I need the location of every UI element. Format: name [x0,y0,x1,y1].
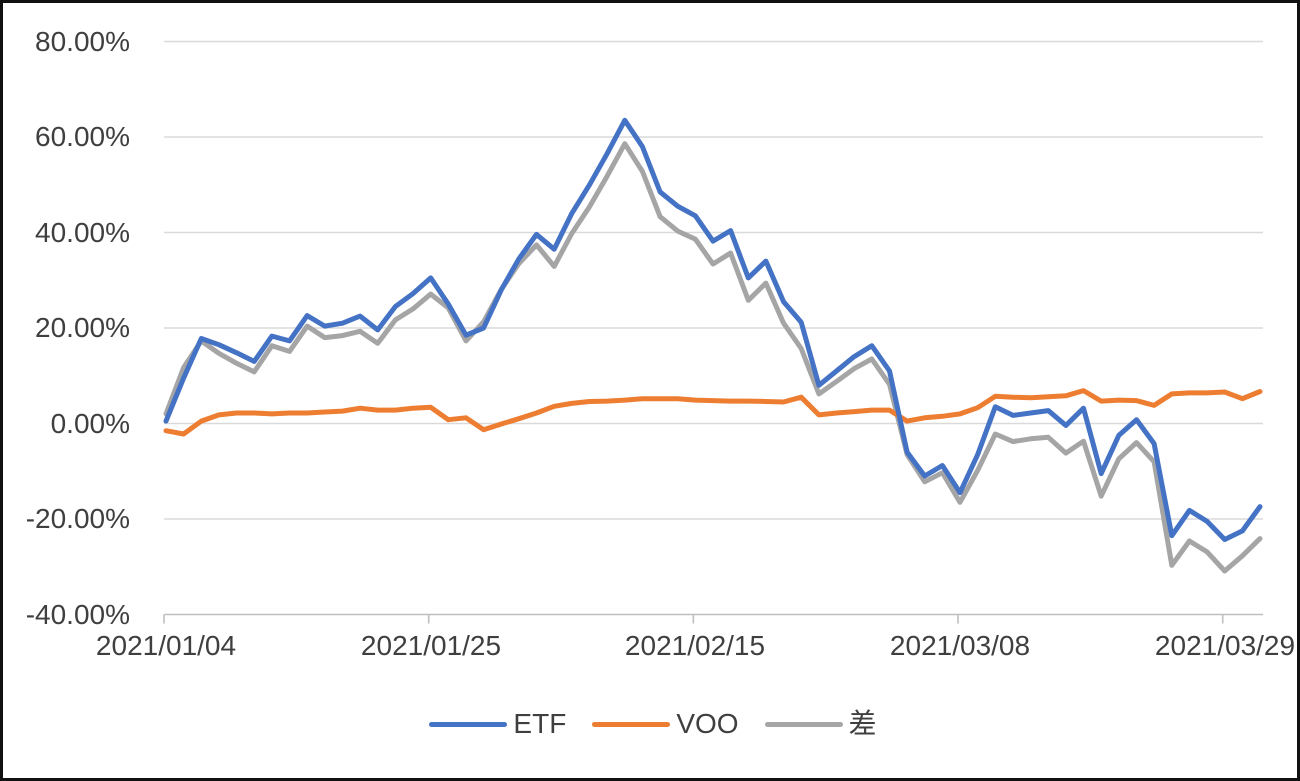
etf-line [163,117,1263,542]
voo-line-swatch [592,721,671,727]
legend-label-voo: VOO [676,708,739,739]
y-axis-label-neg20: -20.00% [25,503,130,534]
line-chart-canvas [163,40,1263,624]
legend-item-etf: ETF [429,708,566,740]
legend-label-diff: 差 [848,708,877,739]
chart-legend: ETF VOO 差 [3,708,1297,740]
x-axis-label-mar08: 2021/03/08 [889,630,1031,661]
y-axis-label-40: 40.00% [35,217,130,248]
x-axis-label-jan25: 2021/01/25 [360,630,502,661]
x-axis-label-feb15: 2021/02/15 [624,630,766,661]
legend-label-etf: ETF [513,708,567,739]
y-axis-label-0: 0.00% [50,408,130,439]
x-axis-label-jan04: 2021/01/04 [95,630,237,661]
y-axis-label-80: 80.00% [35,26,130,57]
voo-line [163,388,1263,437]
diff-line [163,141,1263,574]
y-axis-label-20: 20.00% [35,312,130,343]
diff-line-swatch [764,721,843,727]
legend-item-voo: VOO [592,708,739,740]
y-axis-label-60: 60.00% [35,121,130,152]
etf-line-swatch [429,721,508,727]
y-axis-label-neg40: -40.00% [25,599,130,630]
legend-item-diff: 差 [764,708,877,740]
x-axis-label-mar29: 2021/03/29 [1154,630,1296,661]
